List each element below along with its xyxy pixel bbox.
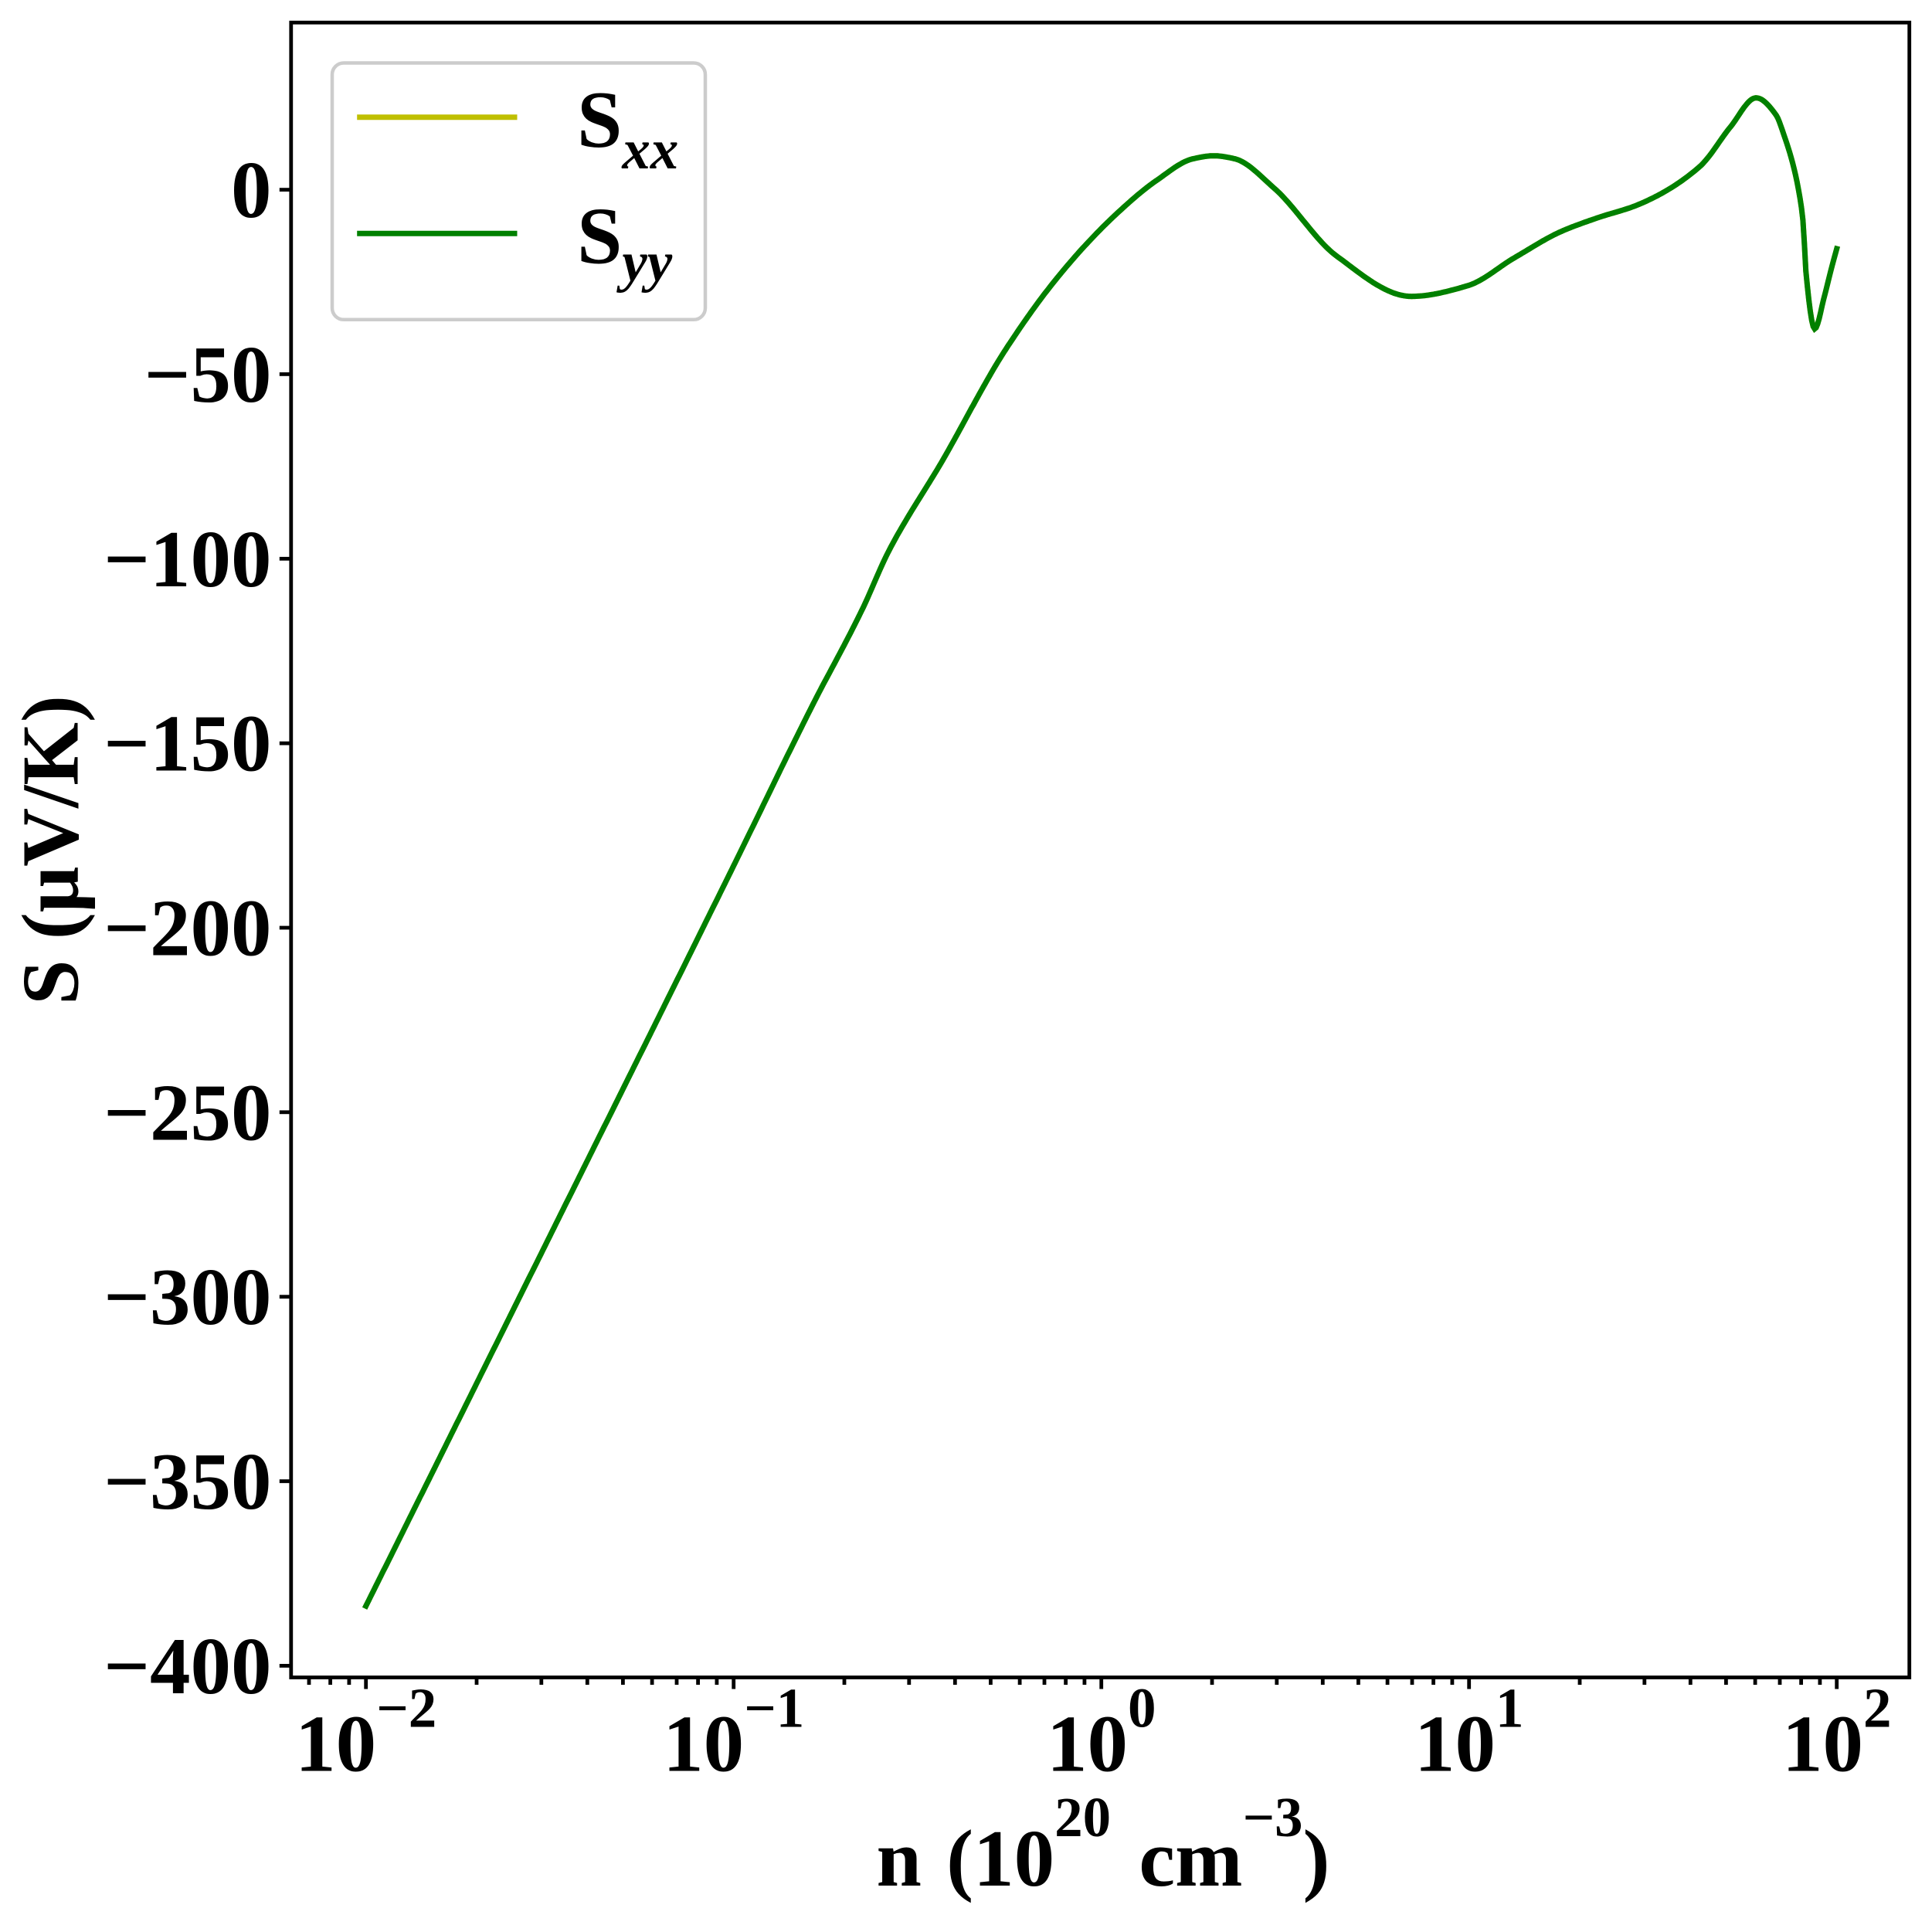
svg-text:−350: −350 <box>104 1436 271 1526</box>
svg-text:−200: −200 <box>104 883 271 973</box>
svg-text:−300: −300 <box>104 1251 271 1342</box>
svg-text:0: 0 <box>231 144 272 235</box>
svg-text:−400: −400 <box>104 1621 271 1711</box>
svg-text:S (μV/K): S (μV/K) <box>5 695 96 1005</box>
svg-text:−150: −150 <box>104 698 271 789</box>
svg-text:−250: −250 <box>104 1067 271 1157</box>
svg-text:−100: −100 <box>104 514 271 604</box>
svg-text:−50: −50 <box>144 329 272 419</box>
